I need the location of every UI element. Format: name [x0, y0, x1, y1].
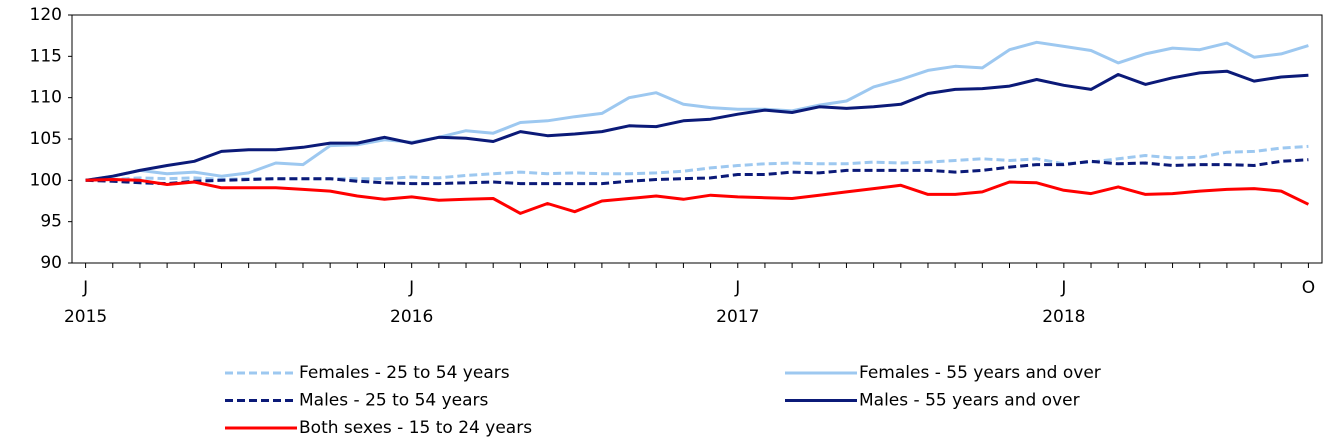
- y-tick-label: 90: [40, 253, 62, 273]
- series-line: [85, 178, 1310, 215]
- y-tick-label: 120: [30, 5, 62, 25]
- legend-label: Both sexes - 15 to 24 years: [299, 418, 532, 438]
- legend-label: Females - 25 to 54 years: [299, 363, 510, 383]
- legend-label: Males - 55 years and over: [859, 391, 1080, 411]
- x-tick-label: J: [734, 278, 740, 298]
- legend-label: Males - 25 to 54 years: [299, 391, 489, 411]
- series-line: [85, 158, 1309, 186]
- x-year-label: 2016: [390, 307, 433, 327]
- x-tick-label: J: [408, 278, 414, 298]
- series-line: [85, 40, 1309, 182]
- x-year-label: 2015: [64, 307, 107, 327]
- x-year-label: 2017: [716, 307, 759, 327]
- x-tick-label: J: [1060, 278, 1066, 298]
- series-line: [85, 69, 1309, 182]
- y-tick-label: 100: [30, 170, 62, 190]
- series-line: [85, 144, 1309, 182]
- y-tick-label: 105: [30, 129, 62, 149]
- legend-label: Females - 55 years and over: [859, 363, 1101, 383]
- x-tick-label: J: [82, 278, 88, 298]
- y-tick-label: 115: [30, 46, 62, 66]
- plot-frame: [71, 14, 1323, 264]
- y-tick-label: 95: [40, 212, 62, 232]
- y-tick-label: 110: [30, 88, 62, 108]
- x-year-label: 2018: [1042, 307, 1085, 327]
- x-tick-label: O: [1302, 278, 1315, 298]
